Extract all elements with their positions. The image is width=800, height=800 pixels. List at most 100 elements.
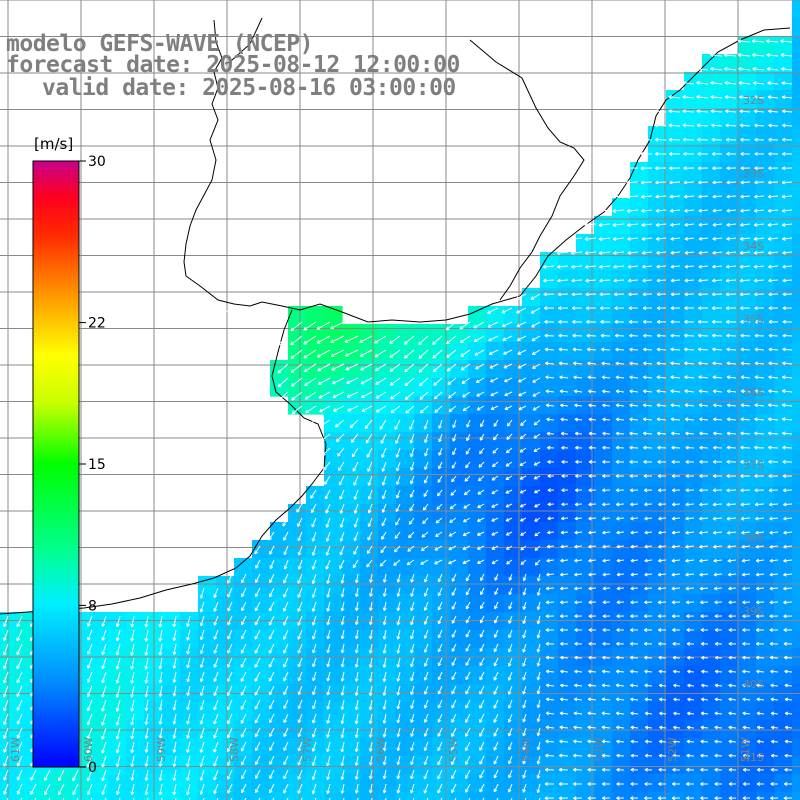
wind-speed-cell <box>252 666 271 685</box>
wind-speed-cell <box>666 126 685 145</box>
wind-speed-cell <box>288 396 307 415</box>
wind-vector <box>558 361 569 366</box>
wind-vector <box>452 447 457 456</box>
wind-vector <box>598 250 611 255</box>
wind-vector <box>626 166 639 171</box>
wind-vector <box>655 194 667 199</box>
wind-vector <box>783 586 793 591</box>
wind-vector <box>656 278 667 283</box>
wind-speed-cell <box>162 666 181 685</box>
wind-vector <box>658 530 667 535</box>
wind-vector <box>726 502 737 507</box>
wind-vector <box>685 544 695 549</box>
wind-speed-cell <box>684 504 703 523</box>
wind-vector <box>699 572 709 577</box>
wind-vector <box>240 629 247 640</box>
wind-vector <box>186 657 191 669</box>
wind-vector <box>671 614 681 619</box>
wind-speed-cell <box>432 540 451 559</box>
wind-speed-cell <box>558 540 577 559</box>
wind-vector <box>658 739 667 744</box>
wind-speed-cell <box>630 252 649 271</box>
wind-vector <box>2 671 9 684</box>
wind-vector <box>395 433 401 444</box>
wind-vector <box>326 657 331 668</box>
wind-speed-cell <box>360 396 379 415</box>
wind-vector <box>670 319 681 324</box>
wind-speed-cell <box>396 540 415 559</box>
wind-vector <box>490 405 499 411</box>
wind-vector <box>437 573 443 583</box>
wind-speed-cell <box>648 450 667 469</box>
wind-vector <box>335 433 345 443</box>
wind-vector <box>726 389 737 394</box>
wind-speed-cell <box>342 738 361 757</box>
wind-vector <box>740 361 751 366</box>
wind-speed-cell <box>612 738 631 757</box>
wind-vector <box>522 657 527 667</box>
wind-vector <box>186 699 191 711</box>
wind-vector <box>615 389 625 394</box>
wind-speed-cell <box>414 756 433 775</box>
wind-vector <box>493 643 499 653</box>
wind-vector <box>671 586 681 591</box>
wind-speed-cell <box>270 594 289 613</box>
wind-vector <box>657 586 667 591</box>
wind-speed-cell <box>108 774 127 793</box>
wind-speed-cell <box>594 288 613 307</box>
wind-vector <box>432 363 443 373</box>
wind-speed-cell <box>594 558 613 577</box>
wind-vector <box>451 601 457 610</box>
wind-vector <box>726 431 737 436</box>
wind-vector <box>491 475 499 481</box>
wind-speed-cell <box>666 342 685 361</box>
wind-speed-cell <box>288 666 307 685</box>
wind-speed-cell <box>288 792 307 800</box>
wind-vector <box>559 725 569 730</box>
wind-speed-cell <box>684 144 703 163</box>
wind-vector <box>615 417 625 422</box>
wind-vector <box>186 643 191 655</box>
wind-vector <box>532 377 541 383</box>
wind-vector <box>101 671 107 684</box>
wind-vector <box>382 713 387 724</box>
wind-vector <box>780 53 793 58</box>
wind-vector <box>714 600 723 605</box>
wind-vector <box>546 572 555 577</box>
wind-vector <box>508 601 513 610</box>
wind-vector <box>616 600 625 605</box>
wind-vector <box>418 363 429 373</box>
wind-speed-cell <box>648 378 667 397</box>
wind-vector <box>536 713 541 723</box>
wind-speed-cell <box>414 666 433 685</box>
wind-vector <box>698 264 709 269</box>
wind-vector <box>410 461 415 471</box>
wind-vector <box>16 769 23 781</box>
wind-speed-cell <box>684 126 703 145</box>
wind-speed-cell <box>540 432 559 451</box>
wind-vector <box>574 502 583 507</box>
wind-vector <box>213 587 219 599</box>
wind-vector <box>756 767 765 772</box>
wind-speed-cell <box>162 612 181 631</box>
wind-speed-cell <box>720 252 739 271</box>
wind-vector <box>575 459 583 464</box>
wind-vector <box>768 333 779 338</box>
wind-vector <box>656 236 667 241</box>
wind-vector <box>465 643 471 652</box>
wind-speed-cell <box>738 360 757 379</box>
wind-speed-cell <box>522 342 541 361</box>
wind-speed-cell <box>540 576 559 595</box>
wind-vector <box>424 433 429 443</box>
wind-vector <box>658 669 667 674</box>
wind-speed-cell <box>612 432 631 451</box>
wind-vector <box>588 544 597 549</box>
latitude-label: 34S <box>743 240 764 253</box>
wind-speed-cell <box>702 162 721 181</box>
wind-vector <box>559 600 569 605</box>
wind-vector <box>740 347 751 352</box>
wind-vector <box>507 713 513 723</box>
wind-vector <box>254 769 261 779</box>
wind-vector <box>783 614 793 619</box>
wind-vector <box>268 671 275 682</box>
